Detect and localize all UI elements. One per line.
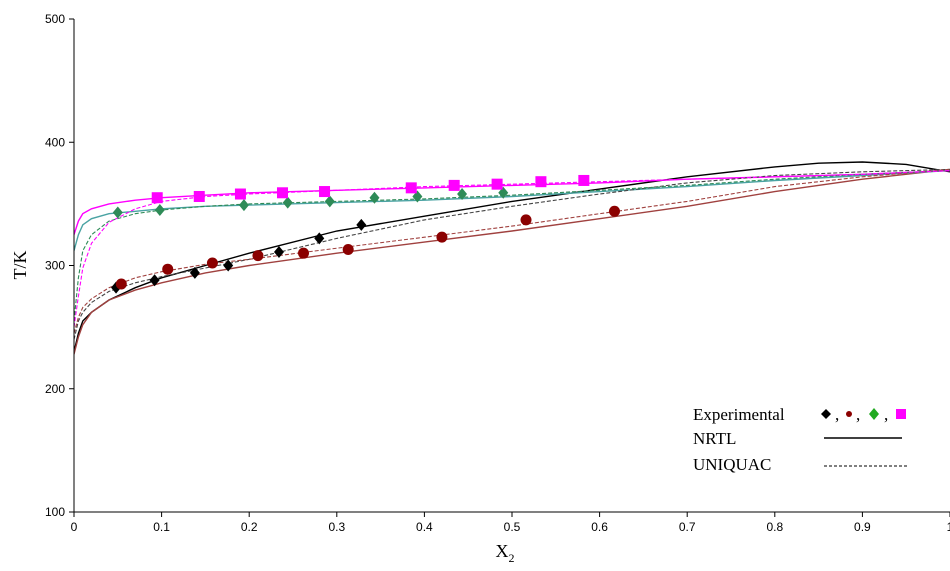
experimental-point-square <box>193 190 205 202</box>
legend-marker-magenta-square <box>896 409 906 419</box>
x-tick-label: 0.8 <box>766 520 783 534</box>
experimental-point-square <box>491 178 503 190</box>
x-tick-label: 0.6 <box>591 520 608 534</box>
experimental-point-square <box>276 187 288 199</box>
x-ticks: 0 0.1 0.2 0.3 0.4 0.5 0.6 0.7 0.8 0.9 1 <box>71 512 950 534</box>
experimental-point-circle <box>252 250 264 262</box>
experimental-point-square <box>319 186 331 198</box>
experimental-point-square <box>405 182 417 194</box>
x-tick-label: 0.7 <box>679 520 696 534</box>
y-tick-label: 400 <box>45 135 65 149</box>
experimental-point-diamond <box>282 196 293 209</box>
experimental-point-circle <box>520 214 532 226</box>
experimental-point-square <box>448 179 460 191</box>
experimental-point-circle <box>342 243 354 255</box>
uniquac-curve <box>74 168 950 340</box>
nrtl-curve <box>74 169 950 251</box>
experimental-point-diamond <box>498 186 509 199</box>
x-tick-label: 1 <box>947 520 950 534</box>
x-axis-title: X2 <box>496 541 515 565</box>
y-axis-title: T/K <box>10 251 30 280</box>
experimental-point-square <box>578 174 590 186</box>
experimental-point-circle <box>162 263 174 275</box>
legend-nrtl-label: NRTL <box>693 429 736 448</box>
experimental-point-diamond <box>189 266 200 279</box>
experimental-point-diamond <box>223 259 234 272</box>
experimental-point-diamond <box>154 204 165 217</box>
x-tick-label: 0.4 <box>416 520 433 534</box>
x-tick-label: 0 <box>71 520 78 534</box>
experimental-point-diamond <box>356 218 367 231</box>
legend-marker-red-circle <box>846 411 852 417</box>
nrtl-curve <box>74 168 950 355</box>
experimental-points <box>111 174 620 294</box>
legend-separator-1: , <box>835 405 839 424</box>
experimental-point-diamond <box>457 188 468 201</box>
legend-uniquac-label: UNIQUAC <box>693 455 771 474</box>
y-tick-label: 300 <box>45 259 65 273</box>
x-tick-label: 0.3 <box>328 520 345 534</box>
experimental-point-diamond <box>273 245 284 258</box>
uniquac-curve <box>74 168 950 334</box>
nrtl-curve <box>74 161 950 352</box>
experimental-point-diamond <box>369 191 380 204</box>
x-axis-title-main: X <box>496 541 509 561</box>
experimental-point-circle <box>115 278 127 290</box>
x-tick-label: 0.1 <box>153 520 170 534</box>
experimental-point-square <box>151 192 163 204</box>
nrtl-curve <box>74 169 950 235</box>
experimental-point-circle <box>436 231 448 243</box>
experimental-point-diamond <box>324 195 335 208</box>
x-tick-label: 0.9 <box>854 520 871 534</box>
y-tick-label: 200 <box>45 382 65 396</box>
experimental-point-diamond <box>112 206 123 219</box>
legend-experimental-label: Experimental <box>693 405 785 424</box>
experimental-point-square <box>234 188 246 200</box>
legend-marker-green-diamond <box>869 408 879 420</box>
y-tick-label: 100 <box>45 505 65 519</box>
legend-separator-3: , <box>884 405 888 424</box>
x-tick-label: 0.2 <box>241 520 258 534</box>
legend-separator-2: , <box>856 405 860 424</box>
experimental-point-circle <box>298 247 310 259</box>
experimental-point-circle <box>206 257 218 269</box>
legend-marker-black-diamond <box>821 409 831 419</box>
experimental-point-square <box>535 176 547 188</box>
experimental-point-diamond <box>149 274 160 287</box>
uniquac-curve <box>74 170 950 322</box>
x-tick-label: 0.5 <box>504 520 521 534</box>
experimental-point-diamond <box>314 232 325 245</box>
y-ticks: 100 200 300 400 500 <box>45 12 74 519</box>
experimental-point-diamond <box>412 190 423 203</box>
y-tick-label: 500 <box>45 12 65 26</box>
uniquac-curve <box>74 170 950 328</box>
x-axis-title-subscript: 2 <box>509 551 515 565</box>
experimental-point-diamond <box>238 199 249 212</box>
experimental-point-circle <box>608 205 620 217</box>
model-curves <box>74 161 950 355</box>
legend: Experimental , , , NRTL UNIQUAC <box>693 405 908 474</box>
